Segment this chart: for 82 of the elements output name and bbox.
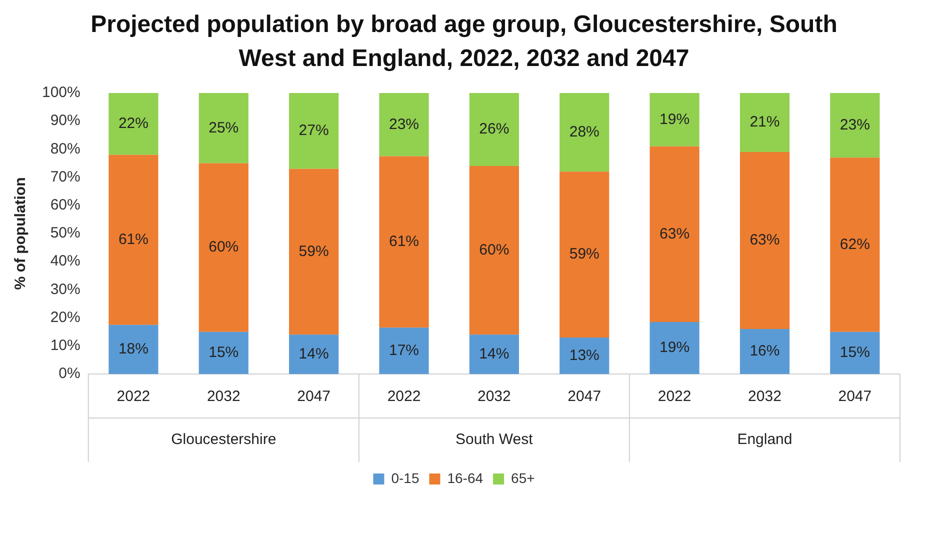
y-tick-label: 10% — [50, 337, 80, 354]
data-label: 19% — [660, 110, 690, 128]
bar — [198, 332, 248, 374]
bar — [830, 158, 880, 332]
bar — [108, 154, 158, 325]
legend-label: 65+ — [511, 470, 535, 486]
data-label: 27% — [298, 122, 329, 140]
bar — [289, 334, 339, 374]
y-tick-label: 20% — [50, 308, 80, 326]
bar — [469, 93, 519, 166]
x-tick-label: 2032 — [748, 388, 782, 406]
x-tick-label: 2022 — [116, 388, 150, 406]
legend-label: 0-15 — [391, 470, 420, 486]
data-label: 61% — [118, 230, 148, 248]
data-label: 63% — [750, 232, 780, 249]
data-label: 16% — [750, 342, 780, 360]
bar — [650, 146, 700, 322]
data-label: 26% — [479, 120, 510, 138]
y-tick-label: 80% — [50, 140, 80, 158]
bar — [560, 172, 610, 338]
y-tick-label: 50% — [50, 224, 80, 242]
bar — [379, 93, 429, 156]
x-tick-label: 2022 — [658, 388, 692, 406]
bar — [289, 168, 339, 335]
bar — [108, 93, 158, 155]
text: South West — [456, 431, 534, 448]
data-label: 13% — [569, 346, 600, 364]
data-label: 21% — [750, 114, 780, 131]
x-tick-label: 2032 — [477, 388, 511, 406]
bar — [740, 329, 790, 374]
bar — [198, 93, 248, 164]
text: England — [737, 431, 792, 448]
data-label: 14% — [479, 345, 510, 362]
y-axis-title: % of population — [12, 177, 30, 290]
data-label: 18% — [118, 340, 148, 358]
y-tick-label: 70% — [50, 168, 80, 186]
chart-title: Projected population by broad age group, Gloucestershire, South West and England, 2022, 2032 and 2047 — [90, 10, 838, 74]
data-label: 60% — [479, 242, 510, 258]
x-tick-label: 2022 — [387, 388, 421, 406]
data-label: 59% — [298, 242, 329, 260]
bar — [469, 166, 519, 335]
bar — [650, 93, 700, 146]
legend-label: 16-64 — [447, 470, 484, 486]
data-label: 59% — [569, 246, 600, 263]
data-label: 14% — [298, 345, 329, 362]
bar — [379, 328, 429, 374]
bar — [560, 93, 610, 172]
bar — [289, 93, 339, 169]
data-label: 60% — [208, 238, 239, 256]
x-tick-label: 2032 — [206, 388, 240, 406]
data-label: 63% — [660, 225, 690, 242]
data-label: 19% — [660, 339, 690, 356]
data-label: 23% — [388, 116, 420, 133]
bar — [740, 93, 790, 152]
data-label: 15% — [208, 344, 239, 362]
data-label: 62% — [840, 236, 870, 253]
bar — [560, 337, 610, 374]
bar — [830, 332, 880, 374]
bar — [740, 152, 790, 330]
bar — [469, 334, 519, 374]
data-label: 15% — [840, 344, 870, 362]
y-tick-label: 100% — [42, 84, 80, 102]
data-label: 23% — [840, 116, 870, 134]
y-tick-label: 30% — [50, 280, 80, 298]
y-tick-label: 40% — [50, 252, 80, 270]
data-label: 22% — [118, 115, 148, 132]
data-label: 17% — [388, 342, 420, 359]
bar — [198, 163, 248, 332]
data-label: 28% — [569, 123, 600, 140]
text: Gloucestershire — [171, 431, 276, 448]
bar — [830, 93, 880, 158]
x-tick-label: 2047 — [838, 388, 872, 406]
data-label: 61% — [388, 233, 420, 250]
bar — [379, 156, 429, 328]
y-tick-label: 60% — [50, 196, 80, 214]
x-tick-label: 2047 — [568, 388, 602, 406]
y-tick-label: 90% — [50, 112, 80, 130]
x-tick-label: 2047 — [297, 388, 331, 406]
data-label: 25% — [208, 119, 239, 136]
bar — [650, 322, 700, 374]
y-tick-label: 0% — [58, 365, 80, 382]
bar — [108, 324, 158, 374]
